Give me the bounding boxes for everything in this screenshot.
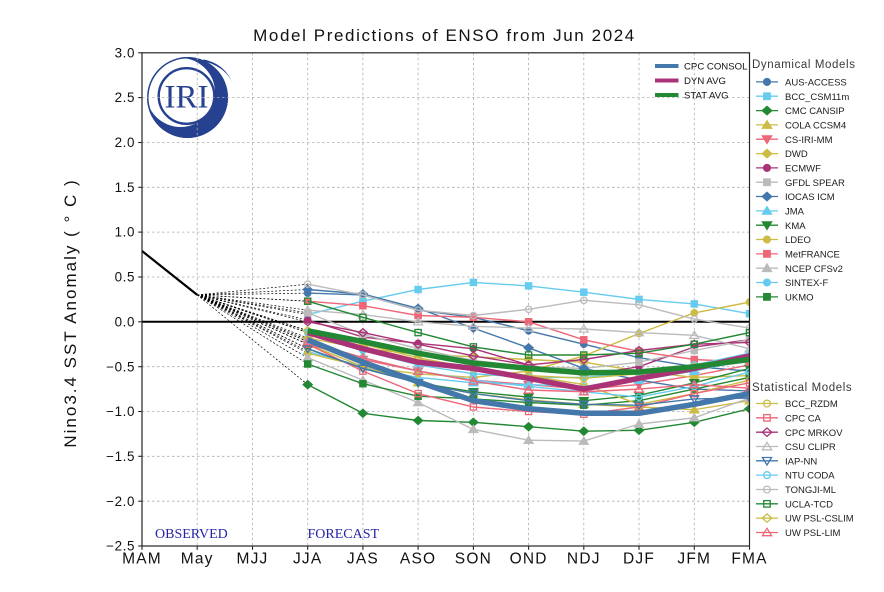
svg-text:UW PSL-CSLIM: UW PSL-CSLIM — [785, 514, 854, 525]
svg-text:COLA CCSM4: COLA CCSM4 — [785, 121, 846, 132]
svg-text:NTU CODA: NTU CODA — [785, 471, 835, 482]
svg-text:UW PSL-LIM: UW PSL-LIM — [785, 528, 841, 539]
svg-text:JAS: JAS — [347, 551, 379, 568]
svg-text:CPC MRKOV: CPC MRKOV — [785, 428, 843, 439]
svg-text:AUS-ACCESS: AUS-ACCESS — [785, 78, 847, 89]
svg-text:MetFRANCE: MetFRANCE — [785, 250, 840, 261]
svg-text:JMA: JMA — [785, 207, 805, 218]
svg-text:UKMO: UKMO — [785, 293, 814, 304]
svg-text:May: May — [181, 551, 214, 568]
svg-text:ASO: ASO — [400, 551, 436, 568]
svg-text:GFDL SPEAR: GFDL SPEAR — [785, 178, 845, 189]
svg-text:NDJ: NDJ — [567, 551, 601, 568]
svg-text:BCC_CSM11m: BCC_CSM11m — [785, 92, 849, 103]
svg-text:IRI: IRI — [165, 80, 209, 116]
svg-text:1.5: 1.5 — [115, 180, 135, 195]
svg-text:IAP-NN: IAP-NN — [785, 456, 817, 467]
svg-text:Model Predictions of ENSO from: Model Predictions of ENSO from Jun 2024 — [253, 26, 636, 45]
svg-text:2.0: 2.0 — [115, 135, 135, 150]
svg-text:FMA: FMA — [731, 551, 767, 568]
svg-text:TONGJI-ML: TONGJI-ML — [785, 485, 836, 496]
svg-text:Statistical Models: Statistical Models — [752, 382, 852, 394]
svg-text:−2.5: −2.5 — [106, 539, 135, 554]
svg-text:BCC_RZDM: BCC_RZDM — [785, 399, 838, 410]
svg-text:ECMWF: ECMWF — [785, 164, 821, 175]
svg-text:FORECAST: FORECAST — [308, 527, 380, 542]
svg-text:DWD: DWD — [785, 149, 808, 160]
svg-text:−1.0: −1.0 — [106, 404, 135, 419]
svg-text:DJF: DJF — [623, 551, 655, 568]
svg-text:2.5: 2.5 — [115, 90, 135, 105]
svg-text:STAT AVG: STAT AVG — [684, 91, 729, 102]
svg-text:OND: OND — [510, 551, 548, 568]
svg-text:JJA: JJA — [293, 551, 322, 568]
svg-text:KMA: KMA — [785, 221, 806, 232]
svg-text:NCEP CFSv2: NCEP CFSv2 — [785, 264, 843, 275]
svg-text:JFM: JFM — [677, 551, 711, 568]
svg-text:1.0: 1.0 — [115, 225, 135, 240]
svg-text:CPC CONSOL: CPC CONSOL — [684, 62, 748, 73]
svg-text:Dynamical Models: Dynamical Models — [752, 59, 856, 71]
svg-text:−1.5: −1.5 — [106, 449, 135, 464]
svg-text:DYN AVG: DYN AVG — [684, 76, 726, 87]
svg-text:CS-IRI-MM: CS-IRI-MM — [785, 135, 833, 146]
svg-text:LDEO: LDEO — [785, 235, 811, 246]
svg-text:UCLA-TCD: UCLA-TCD — [785, 499, 833, 510]
svg-text:−2.0: −2.0 — [106, 494, 135, 509]
svg-text:SON: SON — [455, 551, 492, 568]
svg-text:−0.5: −0.5 — [106, 359, 135, 374]
svg-text:3.0: 3.0 — [115, 45, 135, 60]
svg-text:CMC CANSIP: CMC CANSIP — [785, 106, 845, 117]
svg-text:Nino3.4 SST Anomaly ( ° C ): Nino3.4 SST Anomaly ( ° C ) — [61, 178, 80, 447]
svg-text:IOCAS ICM: IOCAS ICM — [785, 192, 835, 203]
svg-text:MJJ: MJJ — [236, 551, 268, 568]
svg-text:MAM: MAM — [122, 551, 162, 568]
svg-text:CSU CLIPR: CSU CLIPR — [785, 442, 836, 453]
svg-text:SINTEX-F: SINTEX-F — [785, 278, 828, 289]
svg-text:0.0: 0.0 — [115, 314, 135, 329]
svg-text:OBSERVED: OBSERVED — [155, 527, 228, 542]
svg-text:0.5: 0.5 — [115, 270, 135, 285]
svg-text:CPC CA: CPC CA — [785, 413, 822, 424]
